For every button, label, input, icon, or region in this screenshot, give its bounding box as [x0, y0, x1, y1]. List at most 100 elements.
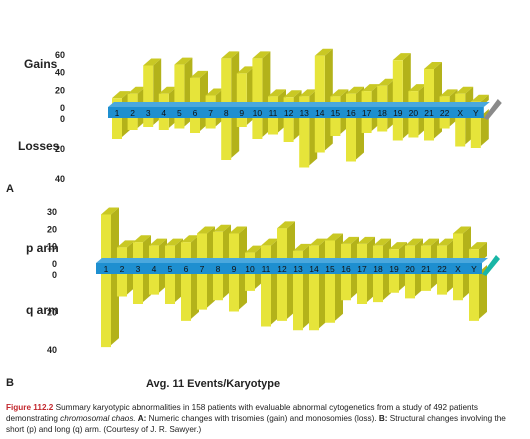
gains-bar-side	[434, 62, 442, 107]
q-arm-label: q arm	[26, 303, 59, 317]
chromosome-label: 16	[341, 264, 351, 274]
p-arm-bar-top	[277, 221, 295, 229]
p-arm-bar-top	[293, 243, 311, 251]
p-arm-bar-top	[101, 207, 119, 215]
gains-bar-top	[268, 89, 286, 97]
chromosome-label: 6	[184, 264, 189, 274]
chromosome-label: 17	[362, 108, 372, 118]
p-arm-bar-top	[197, 226, 215, 234]
losses-bar	[283, 116, 294, 142]
q-arm-bar	[101, 272, 111, 348]
p-arm-bar	[421, 245, 431, 264]
caption-text: Summary karyotypic abnormalities in 158 …	[6, 403, 478, 423]
chromosome-label: 19	[389, 264, 399, 274]
q-arm-tick-label: 0	[52, 270, 57, 280]
p-arm-bar-top	[405, 238, 423, 246]
p-arm-bar-top	[453, 226, 471, 234]
chromosome-label: 11	[262, 264, 271, 274]
gains-bar	[361, 91, 372, 108]
chromosome-label: 15	[325, 264, 335, 274]
p-arm-tick-label: 10	[47, 242, 57, 252]
caption-italic: chromosomal chaos.	[60, 414, 136, 423]
chromosome-label: 1	[115, 108, 120, 118]
p-arm-bar-top	[437, 238, 455, 246]
chromosome-label: 4	[152, 264, 157, 274]
chromosome-label: 11	[269, 108, 278, 118]
gains-bar-top	[455, 86, 474, 94]
gains-tick-label: 0	[60, 103, 65, 113]
gains-bar-top	[283, 90, 302, 98]
p-arm-bar-top	[389, 242, 407, 250]
chromosome-label: 21	[424, 108, 434, 118]
gains-bar-top	[377, 78, 396, 86]
gains-bar	[158, 93, 169, 108]
p-arm-bar	[261, 245, 271, 264]
gains-tick-label: 40	[55, 68, 65, 78]
q-arm-bar	[213, 272, 223, 301]
q-arm-bar	[389, 272, 399, 293]
gains-bar	[190, 77, 200, 108]
p-arm-bar-top	[261, 238, 279, 246]
losses-bar	[143, 116, 154, 127]
p-arm-bar	[341, 243, 351, 264]
gains-bar	[346, 93, 356, 108]
p-arm-bar-top	[373, 238, 391, 246]
p-arm-label: p arm	[26, 241, 59, 255]
p-arm-bar	[325, 240, 335, 264]
chromosome-label: 4	[161, 108, 166, 118]
q-arm-tick-label: 20	[47, 308, 57, 318]
losses-bar	[346, 116, 356, 162]
q-arm-bar	[133, 272, 143, 304]
chromosome-label: 7	[200, 264, 205, 274]
chromosome-label: 13	[299, 108, 309, 118]
gains-bar-side	[262, 51, 271, 107]
gains-bar	[377, 85, 388, 108]
gains-bar-top	[408, 84, 427, 92]
gains-bar	[252, 58, 263, 108]
chromosome-label: 15	[331, 108, 341, 118]
p-arm-bar-top	[149, 238, 167, 246]
chromosome-label: Y	[471, 264, 477, 274]
q-arm-bar	[165, 272, 175, 304]
chromosome-label: 8	[224, 108, 229, 118]
q-arm-bar	[357, 272, 367, 304]
losses-tick-label: 0	[60, 114, 65, 124]
p-arm-bar-top	[245, 245, 263, 253]
events-per-karyotype: Avg. 11 Events/Karyotype	[146, 378, 280, 390]
gains-tick-label: 60	[55, 50, 65, 60]
caption-figure-label: Figure 112.2	[6, 403, 54, 412]
p-arm-bar	[309, 245, 319, 264]
gains-bar-top	[424, 62, 442, 70]
p-arm-bar	[229, 233, 239, 264]
p-arm-bar	[293, 250, 303, 264]
axis-band-top	[108, 102, 490, 107]
gains-bar	[221, 58, 232, 108]
p-arm-bar	[469, 249, 479, 264]
p-arm-bar-top	[117, 240, 135, 248]
axis-band	[108, 107, 484, 118]
p-arm-bar	[357, 243, 367, 264]
caption-a-label: A:	[135, 414, 147, 423]
q-arm-bar	[373, 272, 383, 303]
losses-bar	[158, 116, 169, 130]
p-arm-tick-label: 20	[47, 224, 57, 234]
q-arm-bar	[325, 272, 335, 323]
losses-tick-label: 40	[55, 174, 65, 184]
chromosome-label: 18	[377, 108, 387, 118]
chromosome-label: 2	[120, 264, 125, 274]
chromosome-label: 3	[146, 108, 151, 118]
p-arm-bar-top	[309, 238, 327, 246]
chromosome-label: 7	[208, 108, 213, 118]
chromosome-label: 12	[284, 108, 294, 118]
chromosome-label: 22	[437, 264, 447, 274]
losses-bar	[377, 116, 388, 132]
losses-bar	[470, 116, 481, 148]
gains-bar-top	[314, 48, 333, 56]
losses-bar	[268, 116, 278, 135]
p-arm-bar	[101, 214, 111, 264]
axis-band-top	[96, 258, 488, 263]
p-arm-bar	[117, 247, 127, 264]
p-arm-bar-top	[213, 224, 231, 232]
losses-bar	[236, 116, 247, 127]
